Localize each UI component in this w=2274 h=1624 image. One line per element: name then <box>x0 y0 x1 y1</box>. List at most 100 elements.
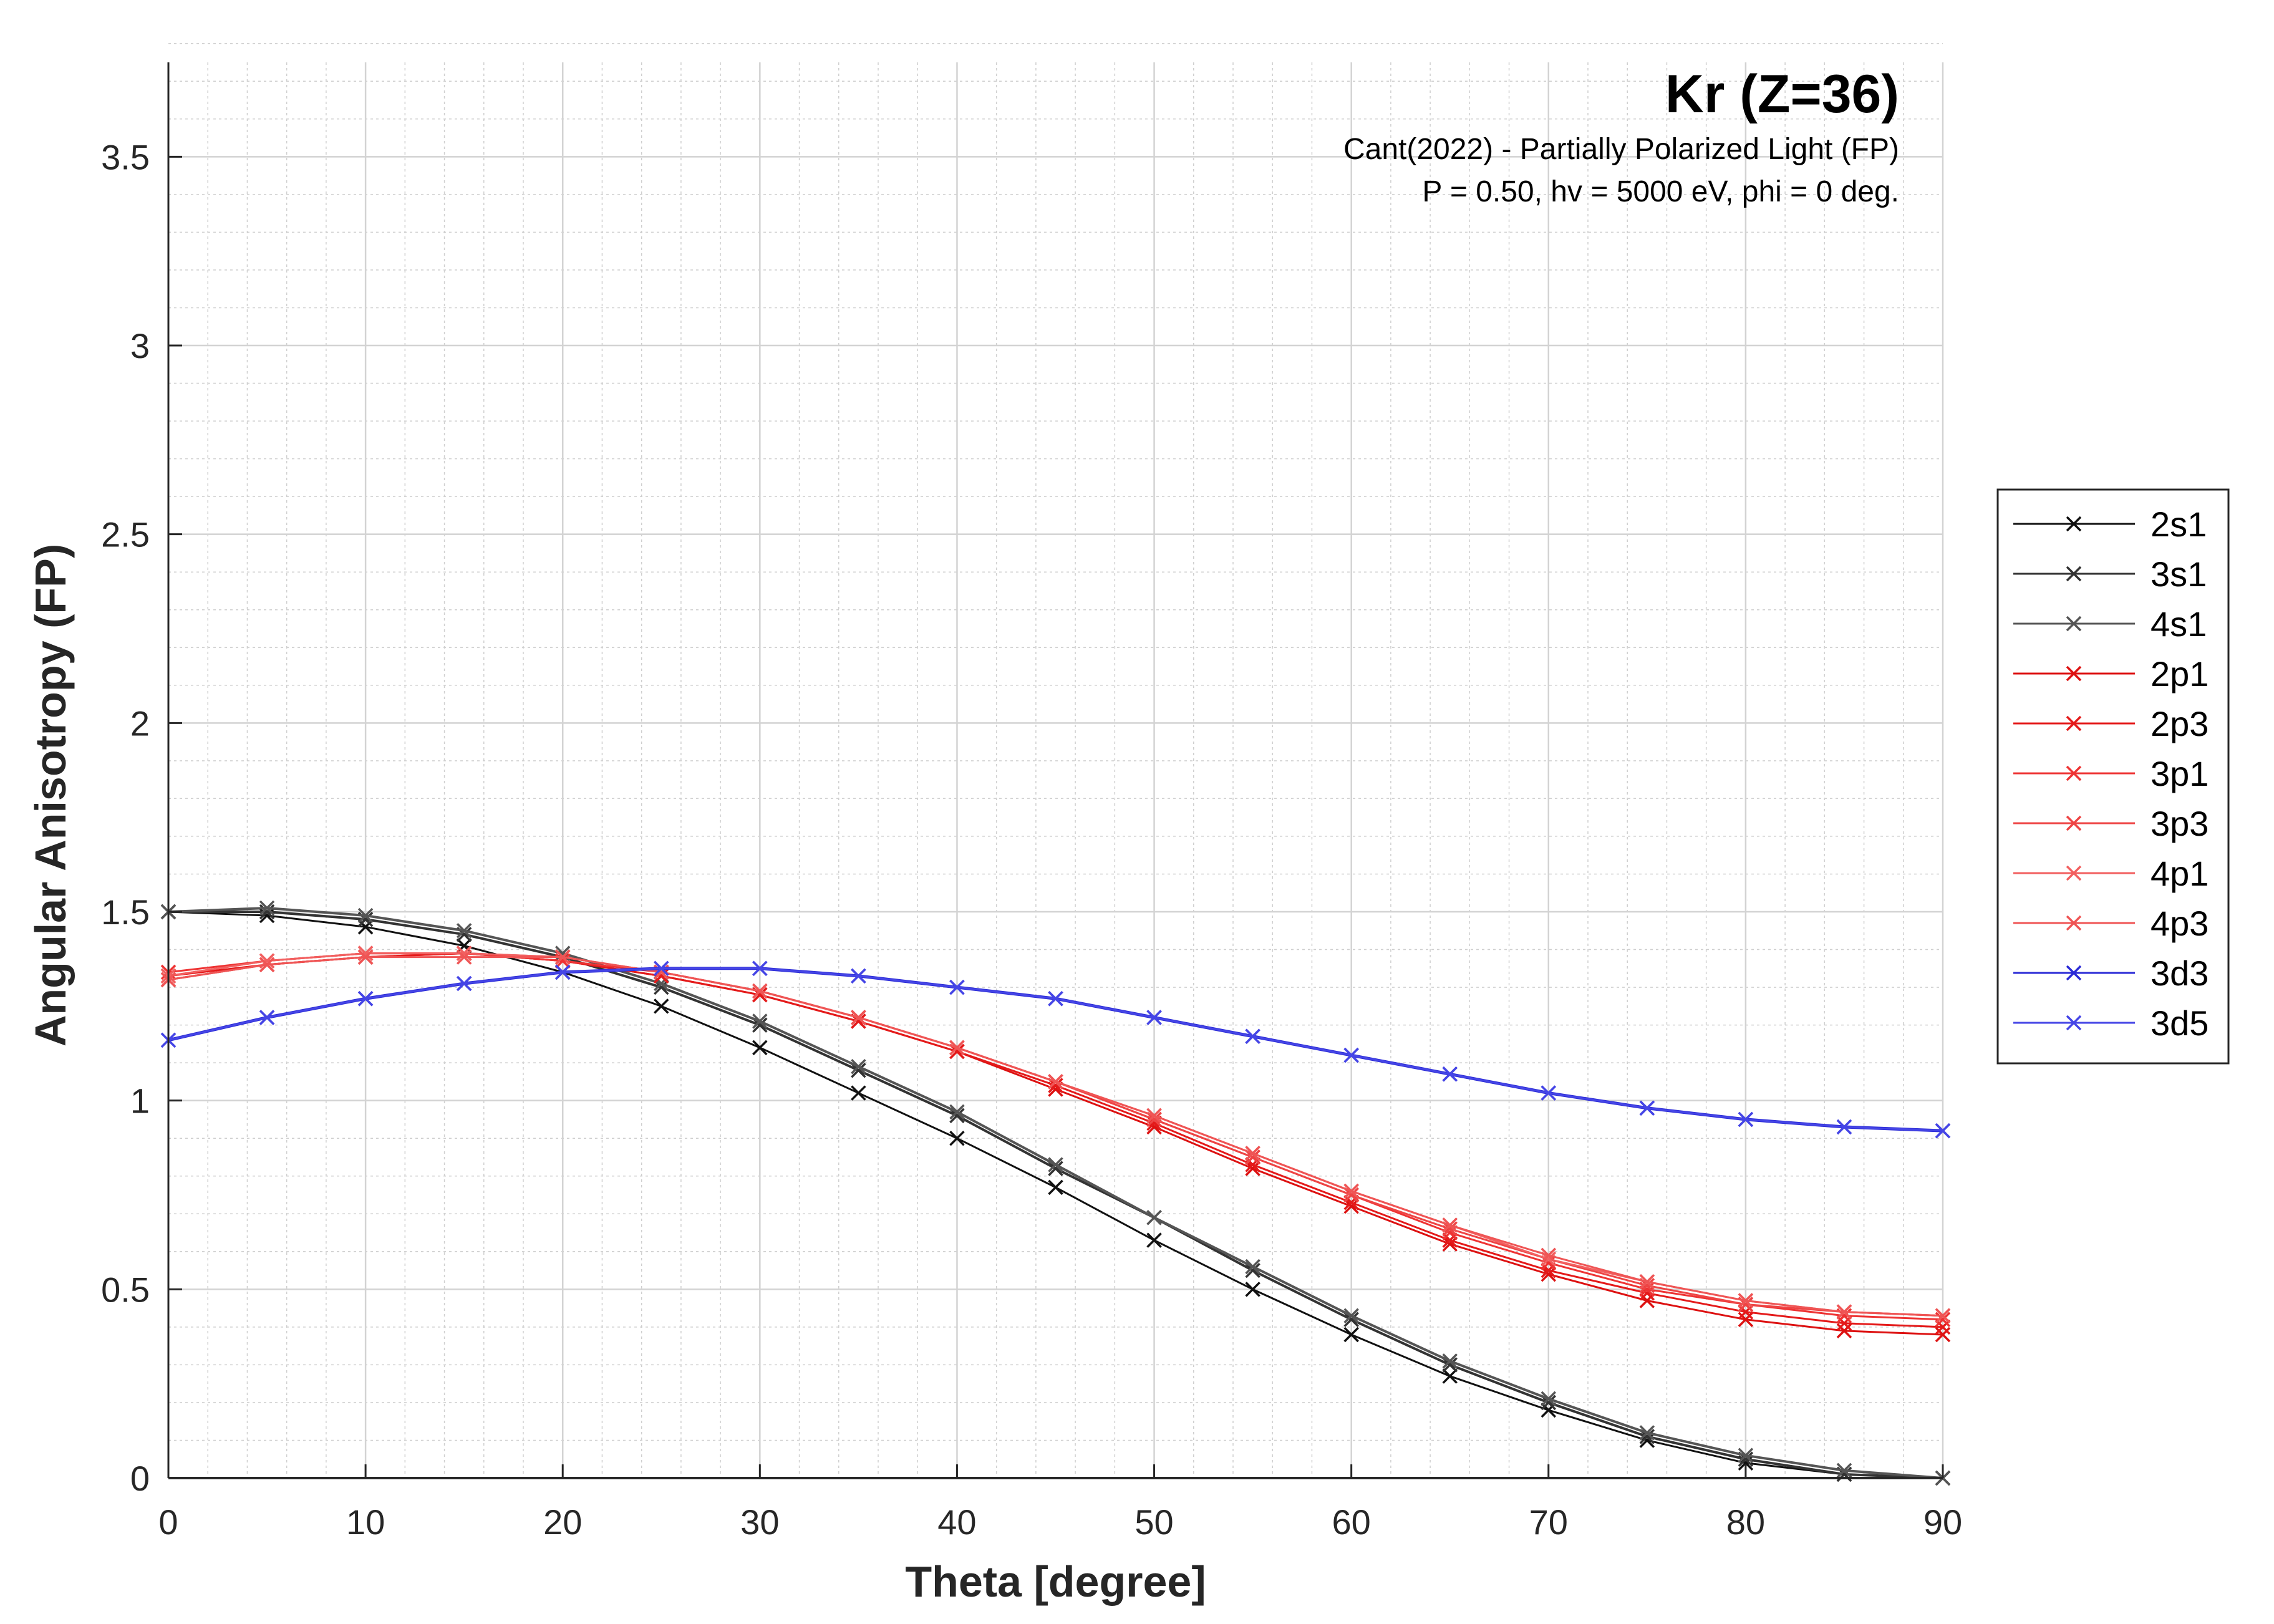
data-point-3d5 <box>1836 1119 1852 1135</box>
x-tick-label: 60 <box>1332 1502 1371 1542</box>
data-point-3s1 <box>1048 1161 1063 1176</box>
data-point-2p1 <box>1738 1312 1754 1327</box>
data-point-3s1 <box>1245 1262 1260 1278</box>
x-tick-label: 80 <box>1726 1502 1765 1542</box>
data-point-3d5 <box>949 979 965 995</box>
minor-grid <box>168 42 1943 1478</box>
series-4s1 <box>160 900 1951 1486</box>
data-point-4s1 <box>752 1013 768 1029</box>
data-point-4s1 <box>1738 1448 1754 1463</box>
legend-marker-4p1 <box>2066 865 2082 881</box>
data-point-2p3 <box>1738 1304 1754 1320</box>
data-point-2s1 <box>1343 1327 1359 1343</box>
data-point-2p1 <box>1639 1293 1655 1308</box>
data-point-3d5 <box>1639 1100 1655 1116</box>
data-point-4s1 <box>259 900 275 916</box>
data-point-3d5 <box>1442 1066 1458 1082</box>
legend-label-3p3: 3p3 <box>2151 804 2209 843</box>
y-tick-label: 3.5 <box>101 137 150 176</box>
data-point-2p3 <box>1935 1319 1951 1335</box>
data-point-4p3 <box>1639 1274 1655 1290</box>
data-point-3s1 <box>1343 1312 1359 1327</box>
legend-marker-2p1 <box>2066 665 2082 682</box>
legend-marker-4s1 <box>2066 616 2082 632</box>
legend-marker-3d3 <box>2066 965 2082 981</box>
data-point-4s1 <box>851 1058 866 1075</box>
legend-item-3p1: 3p1 <box>2013 754 2209 793</box>
legend-item-3d3: 3d3 <box>2013 954 2209 993</box>
legend-item-3d5: 3d5 <box>2013 1003 2209 1043</box>
data-point-2p1 <box>1836 1323 1852 1339</box>
y-tick-label: 1 <box>130 1081 150 1121</box>
data-point-2p1 <box>1245 1161 1260 1176</box>
data-point-4p3 <box>1935 1308 1951 1323</box>
legend-label-2p1: 2p1 <box>2151 654 2209 694</box>
data-point-4s1 <box>1541 1391 1557 1407</box>
series-layer <box>160 900 1951 1486</box>
data-point-2s1 <box>357 919 374 935</box>
data-point-3d5 <box>1738 1111 1754 1128</box>
legend-item-2s1: 2s1 <box>2013 505 2207 544</box>
tick-labels: 0 10 20 30 40 50 60 70 80 90 0 0.5 1 1.5 2 2.5 3 3.5 <box>101 137 1962 1542</box>
data-point-4s1 <box>1639 1425 1655 1441</box>
data-point-4s1 <box>357 907 374 924</box>
x-tick-label: 70 <box>1529 1502 1568 1542</box>
legend-label-3d5: 3d5 <box>2151 1003 2209 1043</box>
data-point-2s1 <box>851 1085 866 1101</box>
legend-item-2p3: 2p3 <box>2013 704 2209 743</box>
legend-item-3p3: 3p3 <box>2013 804 2209 843</box>
x-tick-label: 40 <box>937 1502 976 1542</box>
x-tick-label: 10 <box>346 1502 385 1542</box>
y-tick-label: 0.5 <box>101 1270 150 1309</box>
data-point-3d5 <box>1146 1010 1162 1025</box>
data-point-4p3 <box>1048 1074 1063 1090</box>
data-point-4p3 <box>1245 1146 1260 1161</box>
legend-item-3s1: 3s1 <box>2013 554 2207 594</box>
data-point-2p1 <box>1935 1327 1951 1343</box>
data-point-4p3 <box>1146 1108 1162 1124</box>
legend-label-4p1: 4p1 <box>2151 854 2209 893</box>
legend-marker-3s1 <box>2066 566 2082 582</box>
x-tick-label: 90 <box>1923 1502 1962 1542</box>
data-point-2p3 <box>1343 1194 1359 1211</box>
data-point-4s1 <box>1343 1308 1359 1323</box>
data-point-2p3 <box>1836 1315 1852 1332</box>
data-point-2s1 <box>654 998 669 1014</box>
data-point-4s1 <box>1442 1353 1458 1369</box>
chart-subtitle-line-2: P = 0.50, hv = 5000 eV, phi = 0 deg. <box>1422 175 1899 208</box>
series-3d5 <box>160 960 1951 1139</box>
data-point-3d5 <box>1935 1123 1951 1139</box>
data-point-2s1 <box>1541 1402 1557 1418</box>
legend-marker-2p3 <box>2066 715 2082 732</box>
data-point-2s1 <box>1048 1179 1063 1196</box>
data-point-3d5 <box>554 964 571 980</box>
axes-layer <box>167 62 1944 1479</box>
legend-marker-2s1 <box>2066 516 2082 532</box>
data-point-4p3 <box>357 949 374 965</box>
legend-marker-3p3 <box>2066 815 2082 831</box>
data-point-2p3 <box>1245 1157 1260 1172</box>
data-point-2s1 <box>752 1040 768 1056</box>
data-point-4s1 <box>1245 1259 1260 1275</box>
legend-item-4p1: 4p1 <box>2013 854 2209 893</box>
data-point-3d5 <box>851 968 866 984</box>
data-point-4p3 <box>1738 1293 1754 1308</box>
legend-label-3d3: 3d3 <box>2151 954 2209 993</box>
y-axis-label: Angular Anisotropy (FP) <box>26 544 75 1046</box>
data-point-2s1 <box>1245 1282 1260 1297</box>
x-tick-label: 0 <box>158 1502 178 1542</box>
series-4p3 <box>160 949 1951 1323</box>
data-point-2s1 <box>1442 1368 1458 1384</box>
data-point-3d5 <box>1343 1047 1359 1063</box>
plot-area <box>168 62 1943 1478</box>
y-tick-label: 1.5 <box>101 892 150 932</box>
data-point-2s1 <box>456 938 472 954</box>
data-point-3d5 <box>259 1010 275 1025</box>
data-point-4p3 <box>752 983 768 999</box>
legend-label-4s1: 4s1 <box>2151 604 2207 644</box>
x-axis-label: Theta [degree] <box>905 1557 1206 1606</box>
y-tick-label: 2 <box>130 703 150 743</box>
data-point-2p3 <box>1541 1262 1557 1278</box>
data-point-3d5 <box>1541 1085 1557 1101</box>
